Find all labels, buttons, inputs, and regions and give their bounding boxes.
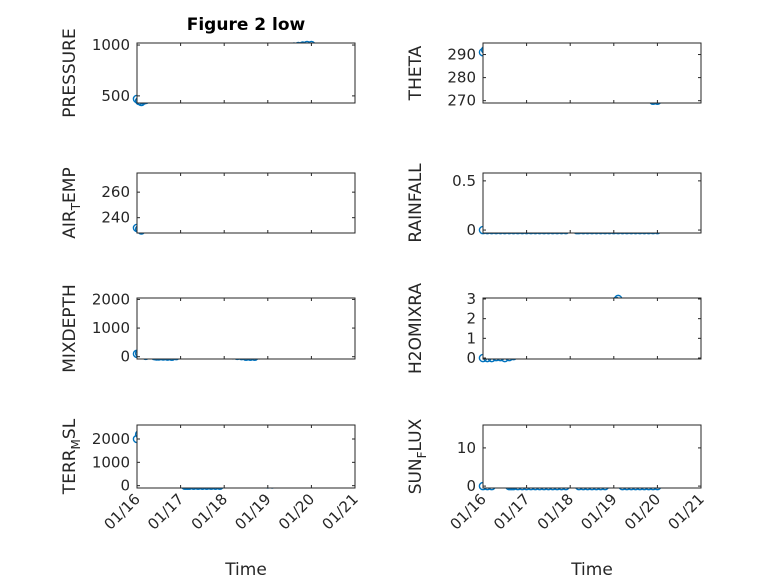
y-axis-label: RAINFALL bbox=[406, 163, 426, 243]
y-tick-label: 0 bbox=[466, 349, 476, 367]
y-tick-label: 0 bbox=[120, 477, 130, 495]
axes-frame bbox=[482, 297, 702, 360]
y-axis-label: TERRMSL bbox=[60, 418, 83, 495]
y-tick-label: 2000 bbox=[92, 430, 130, 448]
x-axis-label: Time bbox=[570, 560, 613, 580]
axes-frame bbox=[136, 297, 356, 360]
y-tick-label: 260 bbox=[101, 183, 130, 201]
y-tick-label: 0 bbox=[466, 477, 476, 495]
panel-air-temp: 240 260 AIRTEMP bbox=[60, 167, 356, 239]
y-tick-label: 0 bbox=[466, 221, 476, 239]
panel-h2omixra: 0 12 3 H2OMIXRA bbox=[406, 283, 702, 374]
y-tick-label: 2 bbox=[466, 310, 476, 328]
y-tick-label: 270 bbox=[447, 92, 476, 110]
y-axis-label: PRESSURE bbox=[60, 28, 80, 117]
panel-theta: 270 280 290 THETA bbox=[406, 42, 702, 110]
y-axis-label: THETA bbox=[406, 45, 426, 101]
y-axis-label: MIXDEPTH bbox=[60, 284, 80, 373]
panel-mixdepth: 0 1000 2000 MIXDEPTH bbox=[60, 284, 356, 373]
y-axis-label: SUNFLUX bbox=[406, 418, 429, 494]
y-tick-label: 0.5 bbox=[452, 172, 476, 190]
y-tick-label: 1 bbox=[466, 329, 476, 347]
y-axis-label: H2OMIXRA bbox=[406, 283, 426, 374]
y-axis-label: AIRTEMP bbox=[60, 167, 83, 238]
y-tick-label: 1000 bbox=[92, 319, 130, 337]
y-tick-label: 240 bbox=[101, 209, 130, 227]
y-tick-label: 10 bbox=[457, 439, 476, 457]
axes-frame bbox=[482, 424, 702, 489]
x-axis-label: Time bbox=[224, 560, 267, 580]
axes-frame bbox=[136, 424, 356, 489]
y-tick-label: 1000 bbox=[92, 36, 130, 54]
panel-pressure: 500 1000 PRESSURE bbox=[60, 28, 356, 118]
y-tick-label: 3 bbox=[466, 290, 476, 308]
axes-frame bbox=[482, 42, 702, 104]
panel-rainfall: 0 0.5 RAINFALL bbox=[406, 163, 702, 243]
y-tick-label: 290 bbox=[447, 46, 476, 64]
y-tick-label: 500 bbox=[101, 87, 130, 105]
y-tick-label: 280 bbox=[447, 69, 476, 87]
axes-frame bbox=[136, 42, 356, 104]
axes-frame bbox=[482, 172, 702, 234]
y-tick-label: 0 bbox=[120, 348, 130, 366]
axes-frame bbox=[136, 172, 356, 234]
figure-title: Figure 2 low bbox=[187, 15, 306, 35]
y-tick-label: 1000 bbox=[92, 453, 130, 471]
y-tick-label: 2000 bbox=[92, 290, 130, 308]
